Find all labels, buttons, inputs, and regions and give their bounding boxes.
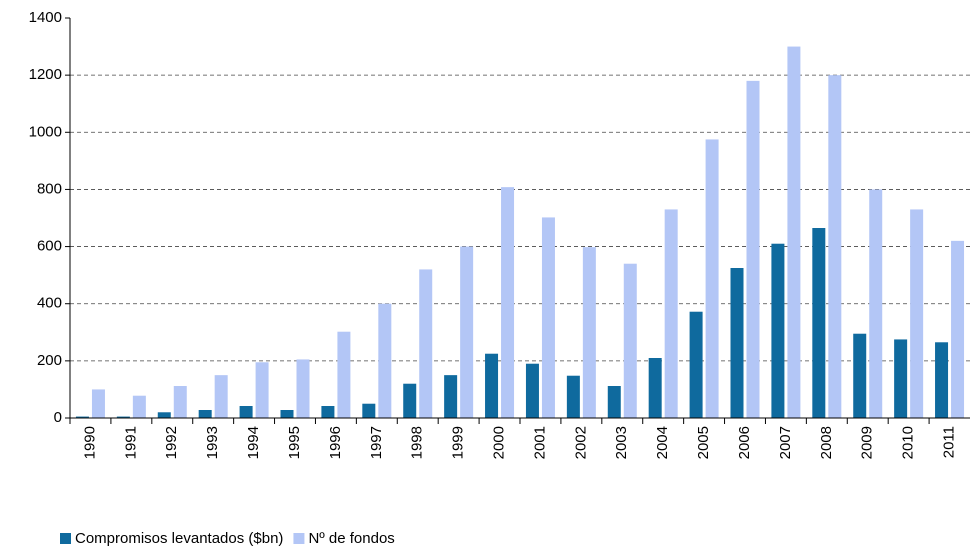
bar [869, 189, 883, 418]
x-tick-label: 2010 [900, 426, 917, 459]
x-tick-label: 1994 [245, 426, 262, 459]
bar [214, 375, 228, 418]
y-tick-label: 400 [37, 295, 62, 312]
bar [501, 187, 515, 418]
x-tick-label: 2000 [491, 426, 508, 459]
bar [321, 406, 335, 418]
x-tick-label: 2007 [777, 426, 794, 459]
bar [582, 247, 596, 418]
bar [362, 403, 376, 418]
y-tick-label: 200 [37, 352, 62, 369]
x-tick-label: 1996 [327, 426, 344, 459]
bar [157, 412, 171, 418]
x-tick-label: 1993 [204, 426, 221, 459]
bar [173, 386, 187, 418]
bar [75, 416, 89, 418]
x-tick-label: 2002 [572, 426, 589, 459]
bar [566, 375, 580, 418]
x-tick-label: 2011 [941, 426, 958, 458]
x-tick-label: 2008 [818, 426, 835, 459]
bar [337, 331, 351, 418]
x-tick-label: 1995 [286, 426, 303, 459]
bar [378, 303, 392, 418]
bar [853, 333, 867, 418]
y-tick-label: 600 [37, 238, 62, 255]
bar [689, 311, 703, 418]
bar [951, 240, 965, 418]
bar [460, 246, 474, 418]
bar [91, 389, 105, 418]
bar [255, 362, 269, 418]
y-tick-label: 0 [54, 409, 62, 426]
x-tick-label: 2009 [859, 426, 876, 459]
x-tick-label: 2003 [613, 426, 630, 459]
bar [935, 342, 949, 418]
y-tick-label: 800 [37, 180, 62, 197]
legend-label: Compromisos levantados ($bn) [75, 530, 283, 547]
bar [116, 416, 130, 418]
bar [403, 383, 417, 418]
bar [705, 139, 719, 418]
y-tick-label: 1200 [29, 66, 62, 83]
x-tick-label: 1991 [122, 426, 139, 459]
bar [525, 363, 539, 418]
bar [664, 209, 678, 418]
x-tick-label: 2005 [695, 426, 712, 459]
bar [296, 359, 310, 418]
bar [280, 410, 294, 418]
x-tick-label: 2004 [654, 426, 671, 459]
x-tick-label: 2006 [736, 426, 753, 459]
x-tick-label: 1999 [450, 426, 467, 459]
bar [419, 269, 433, 418]
bar [444, 375, 458, 418]
bar [648, 358, 662, 418]
bar [132, 395, 146, 418]
x-tick-label: 1998 [409, 426, 426, 459]
bar [746, 80, 760, 418]
legend-swatch [60, 533, 71, 544]
x-tick-label: 2001 [531, 426, 548, 459]
bar [623, 263, 637, 418]
bar [771, 243, 785, 418]
x-tick-label: 1997 [368, 426, 385, 459]
x-tick-label: 1990 [81, 426, 98, 459]
bar [894, 339, 908, 418]
legend-label: Nº de fondos [308, 530, 394, 547]
bar [787, 46, 801, 418]
legend-swatch [293, 533, 305, 544]
bar [730, 268, 744, 418]
bar [607, 386, 621, 418]
bar [541, 217, 555, 418]
bar [485, 353, 499, 418]
y-tick-label: 1000 [29, 123, 62, 140]
bar [239, 406, 253, 418]
bar [828, 75, 842, 419]
bar [198, 410, 212, 418]
x-tick-label: 1992 [163, 426, 180, 459]
bar [910, 209, 924, 418]
y-tick-label: 1400 [29, 9, 62, 26]
bar [812, 228, 826, 418]
